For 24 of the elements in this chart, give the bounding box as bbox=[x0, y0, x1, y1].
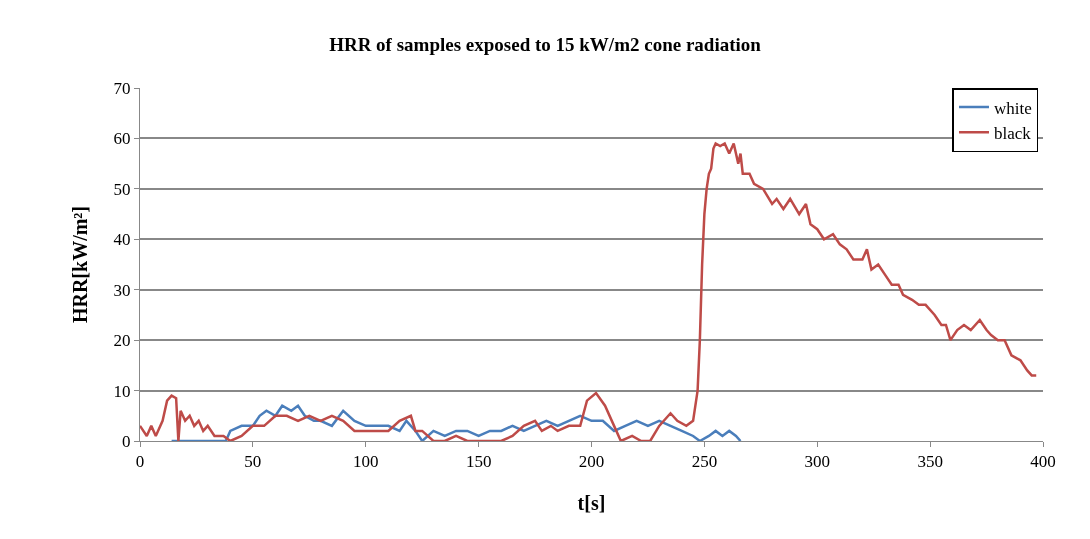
chart-title: HRR of samples exposed to 15 kW/m2 cone radiation bbox=[329, 34, 762, 56]
x-tick-label: 250 bbox=[691, 452, 718, 472]
line-series bbox=[170, 404, 742, 441]
line-series bbox=[140, 142, 1038, 441]
x-axis-title: t[s] bbox=[577, 491, 606, 514]
y-tick-label: 40 bbox=[113, 230, 131, 250]
x-tick-label: 300 bbox=[804, 452, 830, 472]
y-tick-label: 20 bbox=[113, 331, 131, 351]
y-axis-title: HRR[kW/m²] bbox=[69, 205, 92, 324]
x-tick-label: 50 bbox=[244, 452, 262, 472]
x-tick-label: 350 bbox=[917, 452, 943, 472]
x-tick-label: 0 bbox=[135, 452, 145, 472]
legend-label: black bbox=[993, 123, 1032, 143]
x-tick-label: 100 bbox=[353, 452, 379, 472]
y-tick-label: 30 bbox=[113, 280, 131, 300]
y-tick-label: 70 bbox=[113, 78, 131, 98]
x-tick-label: 200 bbox=[578, 452, 605, 472]
y-tick-label: 0 bbox=[122, 431, 131, 451]
legend-label: white bbox=[993, 98, 1032, 118]
x-tick-label: 400 bbox=[1030, 452, 1056, 472]
y-tick-label: 50 bbox=[113, 179, 131, 199]
x-tick-label: 150 bbox=[465, 452, 492, 472]
y-tick-label: 10 bbox=[113, 381, 131, 401]
y-tick-label: 60 bbox=[113, 129, 131, 149]
